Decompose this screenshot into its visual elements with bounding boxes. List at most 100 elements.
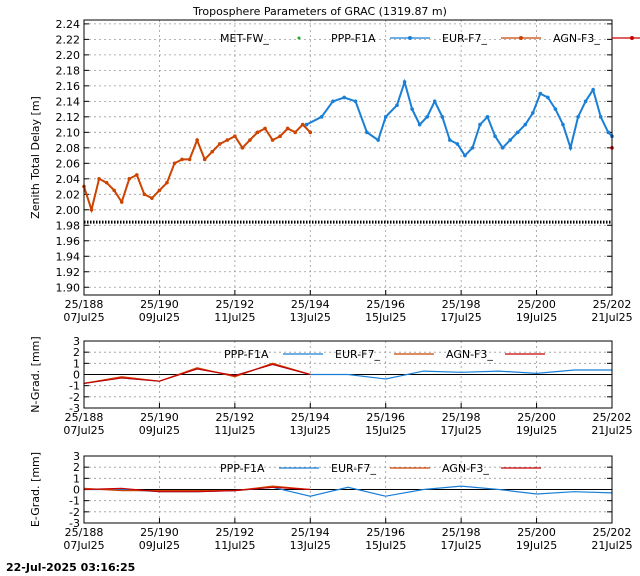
panel-1-point-ppp-f1a — [500, 146, 505, 150]
panel-3-ytick-label: 3 — [73, 450, 80, 463]
panel-1-point-eur-f7 — [285, 126, 290, 131]
panel-1-point-ppp-f1a — [395, 103, 399, 108]
panel-1-point-ppp-f1a — [523, 122, 528, 127]
panel-3-xtick-label: 25/192 — [216, 526, 255, 539]
panel-1-legend-label-eur-f7: EUR-F7_ — [442, 32, 487, 45]
panel-1-point-ppp-f1a — [531, 111, 535, 115]
panel-1-point-eur-f7 — [255, 130, 260, 135]
panel-1-point-eur-f7 — [240, 146, 245, 150]
panel-3-xtick-date: 19Jul25 — [516, 539, 557, 552]
panel-1-point-eur-f7 — [187, 157, 192, 162]
panel-1-xtick-label: 25/200 — [517, 298, 556, 311]
panel-2-legend-label-eur-f7: EUR-F7_ — [335, 348, 380, 361]
panel-1-ytick-label: 1.92 — [56, 266, 81, 279]
panel-1-legend-label-met-fw: MET-FW_ — [220, 32, 269, 45]
panel-1-point-eur-f7 — [119, 200, 124, 204]
panel-3-legend-label-eur-f7: EUR-F7_ — [331, 462, 376, 475]
panel-1-point-ppp-f1a — [365, 130, 369, 135]
panel-2-series-eur-f7 — [83, 362, 311, 384]
panel-2-xtick-date: 11Jul25 — [214, 424, 255, 437]
panel-3-xtick-date: 17Jul25 — [441, 539, 482, 552]
panel-1-point-eur-f7 — [248, 138, 252, 142]
panel-2-frame — [83, 340, 613, 409]
panel-2-series-agn-f3 — [83, 363, 311, 384]
panel-1-frame — [83, 19, 613, 296]
panel-2-legend-label-agn-f3: AGN-F3_ — [446, 348, 493, 361]
panel-3-series-agn-f3 — [83, 486, 311, 493]
panel-1-point-eur-f7 — [308, 130, 313, 135]
panel-1-point-ppp-f1a — [425, 115, 430, 119]
panel-3-xtick-date: 11Jul25 — [214, 539, 255, 552]
panel-1-point-eur-f7 — [217, 142, 222, 146]
panel-1-ytick-label: 1.96 — [56, 235, 81, 248]
panel-2-xtick-label: 25/198 — [442, 411, 481, 424]
panel-1-ytick-label: 2.10 — [56, 126, 81, 139]
panel-1-point-ppp-f1a — [576, 115, 580, 119]
panel-1-point-ppp-f1a — [402, 80, 407, 84]
panel-1-point-eur-f7 — [233, 134, 237, 138]
panel-1-xtick-date: 19Jul25 — [516, 311, 557, 324]
panel-2-xtick-date: 13Jul25 — [290, 424, 331, 437]
panel-1-xtick-label: 25/190 — [140, 298, 179, 311]
panel-1-xtick-label: 25/198 — [442, 298, 481, 311]
panel-1-point-ppp-f1a — [583, 99, 588, 104]
panel-1-ytick-label: 1.94 — [56, 250, 81, 263]
panel-1-point-ppp-f1a — [319, 115, 324, 119]
panel-1-point-eur-f7 — [165, 180, 169, 185]
panel-1-point-eur-f7 — [89, 207, 94, 212]
panel-3-xtick-label: 25/202 — [593, 526, 632, 539]
panel-1-point-ppp-f1a — [561, 122, 565, 127]
panel-1-point-ppp-f1a — [485, 115, 490, 119]
panel-2-xtick-label: 25/188 — [65, 411, 104, 424]
panel-1-point-ppp-f1a — [353, 99, 358, 104]
panel-1-point-ppp-f1a — [432, 99, 437, 104]
panel-1-xtick-date: 21Jul25 — [591, 311, 632, 324]
panel-2-ytick-label: -1 — [69, 380, 80, 393]
panel-1-point-eur-f7 — [195, 138, 199, 142]
panel-1-ytick-label: 2.00 — [56, 204, 81, 217]
panel-1-point-eur-f7 — [104, 180, 109, 185]
panel-1-point-ppp-f1a — [342, 95, 347, 100]
panel-1-point-eur-f7 — [278, 134, 282, 138]
panel-2-xtick-date: 21Jul25 — [591, 424, 632, 437]
panel-1-point-eur-f7 — [142, 192, 147, 197]
panel-3-ylabel: E-Grad. [mm] — [29, 452, 42, 527]
panel-2-xtick-label: 25/194 — [291, 411, 330, 424]
panel-1-point-eur-f7 — [157, 188, 162, 193]
panel-1-xtick-label: 25/202 — [593, 298, 632, 311]
panel-1-xtick-date: 11Jul25 — [214, 311, 255, 324]
panel-1-ytick-label: 2.02 — [56, 188, 81, 201]
panel-1-ytick-label: 2.08 — [56, 142, 81, 155]
panel-3-ytick-label: 2 — [73, 461, 80, 474]
panel-3-xtick-date: 07Jul25 — [63, 539, 104, 552]
panel-1-xtick-date: 13Jul25 — [290, 311, 331, 324]
panel-1-point-ppp-f1a — [331, 99, 335, 104]
panel-1-point-ppp-f1a — [568, 146, 573, 150]
panel-3-series-eur-f7 — [83, 485, 311, 492]
panel-2-xtick-label: 25/192 — [216, 411, 255, 424]
panel-1-ytick-label: 2.06 — [56, 157, 81, 170]
panel-2-ylabel: N-Grad. [mm] — [29, 336, 42, 412]
panel-3-ytick-label: 1 — [73, 472, 80, 485]
panel-1-xtick-date: 09Jul25 — [139, 311, 180, 324]
panel-1-ytick-label: 2.04 — [56, 173, 81, 186]
panel-1-point-ppp-f1a — [515, 130, 520, 135]
panel-1-point-eur-f7 — [293, 130, 298, 135]
panel-1-point-ppp-f1a — [538, 91, 543, 96]
panel-3-legend-label-agn-f3: AGN-F3_ — [442, 462, 489, 475]
panel-1-point-ppp-f1a — [553, 107, 558, 111]
panel-3-ytick-label: -2 — [69, 506, 80, 519]
panel-1-point-eur-f7 — [225, 138, 230, 142]
panel-2-xtick-date: 17Jul25 — [441, 424, 482, 437]
panel-1-point-ppp-f1a — [383, 115, 388, 119]
panel-1-xtick-date: 07Jul25 — [63, 311, 104, 324]
chart-title: Troposphere Parameters of GRAC (1319.87 … — [192, 5, 447, 18]
panel-2-ytick-label: 0 — [73, 369, 80, 382]
panel-2-ytick-label: 2 — [73, 346, 80, 359]
panel-3-frame — [83, 455, 613, 524]
panel-1-point-eur-f7 — [135, 173, 139, 177]
panel-1-point-eur-f7 — [180, 157, 184, 162]
panel-1-point-eur-f7 — [270, 138, 275, 142]
panel-3-xtick-label: 25/188 — [65, 526, 104, 539]
